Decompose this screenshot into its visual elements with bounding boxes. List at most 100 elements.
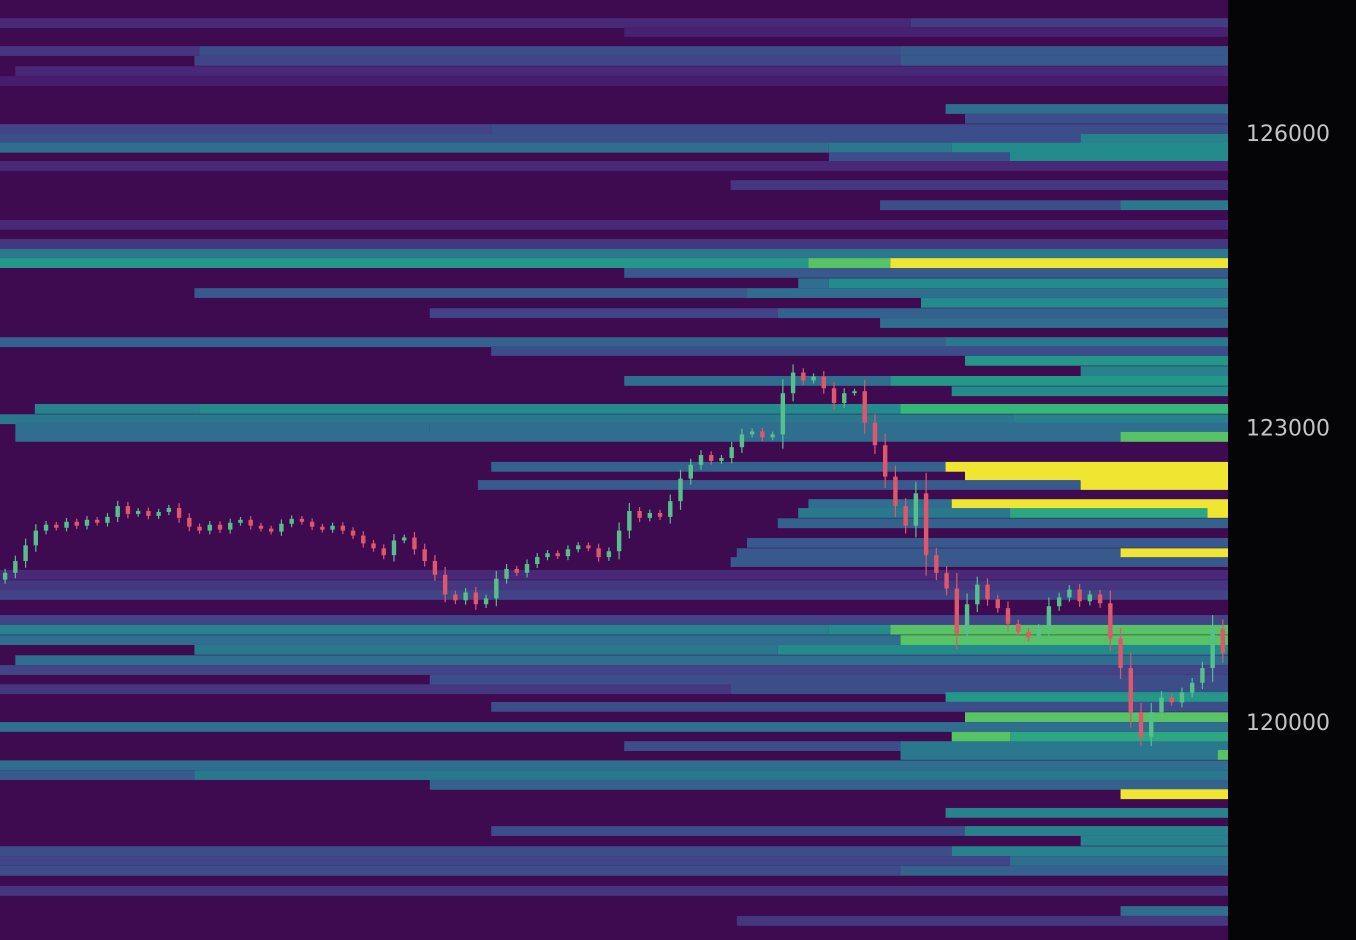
candle-body	[780, 393, 786, 435]
candle	[811, 373, 816, 384]
candle	[535, 553, 540, 569]
candle	[698, 450, 704, 470]
liquidation-band	[880, 318, 1228, 328]
candle	[944, 566, 949, 596]
candle	[64, 518, 69, 532]
candle	[1087, 590, 1093, 606]
candle	[678, 469, 683, 510]
candle	[555, 550, 560, 559]
liquidation-band	[730, 684, 1228, 695]
candle	[1149, 702, 1154, 747]
candle	[975, 576, 980, 613]
liquidation-band	[900, 46, 1228, 56]
candle	[74, 518, 79, 529]
liquidation-band	[194, 288, 748, 298]
liquidation-band	[828, 624, 891, 635]
candle	[483, 594, 489, 608]
candle	[84, 516, 90, 530]
liquidation-band	[194, 644, 778, 655]
candle-body	[1138, 712, 1144, 737]
candle	[442, 566, 448, 603]
liquidation-band	[951, 499, 1228, 510]
liquidation-band	[429, 779, 1228, 790]
candle	[187, 513, 192, 532]
candle	[1016, 619, 1021, 637]
y-axis-panel	[1228, 0, 1356, 940]
candle	[33, 524, 39, 552]
candle-body	[330, 525, 335, 530]
candle-body	[637, 510, 642, 518]
candle	[1200, 661, 1205, 690]
candle-body	[43, 524, 49, 531]
candle-body	[514, 568, 519, 573]
liquidation-band	[15, 422, 430, 433]
candle-body	[442, 574, 448, 595]
liquidation-band	[0, 569, 1228, 580]
candle-body	[1056, 597, 1062, 607]
candle-body	[371, 543, 376, 549]
candle-body	[156, 511, 161, 516]
candle-body	[821, 376, 826, 389]
liquidation-band	[945, 807, 1228, 818]
candle	[657, 509, 663, 521]
candle	[473, 586, 479, 610]
candle-body	[535, 557, 540, 564]
candle-body	[524, 564, 530, 573]
liquidation-band	[951, 731, 1011, 742]
candle	[268, 525, 274, 535]
liquidation-band	[1080, 134, 1228, 144]
candle	[1179, 687, 1185, 708]
candle-body	[494, 578, 499, 599]
liquidation-band	[0, 865, 901, 876]
candle-body	[207, 524, 212, 531]
liquidation-band	[951, 846, 1228, 857]
candle	[739, 428, 745, 453]
liquidation-band	[624, 268, 1228, 278]
liquidation-bands	[0, 18, 1229, 926]
liquidation-band	[1010, 731, 1228, 742]
liquidation-band	[1207, 508, 1228, 518]
liquidation-band	[900, 750, 1218, 760]
candle	[780, 378, 786, 449]
liquidation-band	[0, 635, 901, 645]
candle	[1128, 652, 1133, 728]
liquidation-band	[34, 403, 200, 414]
liquidation-band	[0, 684, 731, 695]
candle-body	[248, 519, 253, 526]
candle-body	[453, 594, 458, 601]
candle	[279, 519, 284, 536]
candle	[801, 368, 806, 385]
liquidation-band	[0, 760, 1228, 771]
candle-body	[258, 525, 264, 529]
candle	[821, 370, 826, 394]
liquidation-band	[429, 422, 1228, 433]
candle-body	[483, 598, 489, 605]
candle-body	[2, 572, 8, 580]
candle-body	[1210, 628, 1215, 669]
candle-body	[811, 376, 816, 381]
liquidation-band	[965, 826, 1228, 836]
candle	[412, 531, 417, 555]
candle-body	[197, 526, 202, 531]
candle-body	[187, 517, 192, 527]
candle-body	[1179, 692, 1185, 703]
candle	[463, 588, 468, 605]
candle-body	[627, 510, 632, 531]
liquidation-band	[15, 655, 1229, 666]
candle-body	[166, 508, 172, 512]
candle-body	[647, 512, 653, 518]
candle	[709, 451, 714, 465]
liquidation-band	[0, 615, 1228, 625]
candle-body	[842, 393, 847, 403]
liquidation-band	[900, 403, 1228, 414]
candle-body	[504, 568, 509, 579]
candle	[729, 441, 734, 464]
candle-body	[903, 506, 908, 526]
candle-body	[862, 391, 867, 423]
candle-body	[1005, 608, 1011, 624]
liquidation-band	[0, 248, 1228, 259]
candle	[719, 455, 724, 464]
liquidation-band	[1013, 414, 1228, 425]
liquidation-band	[965, 113, 1228, 124]
candle	[54, 521, 59, 531]
